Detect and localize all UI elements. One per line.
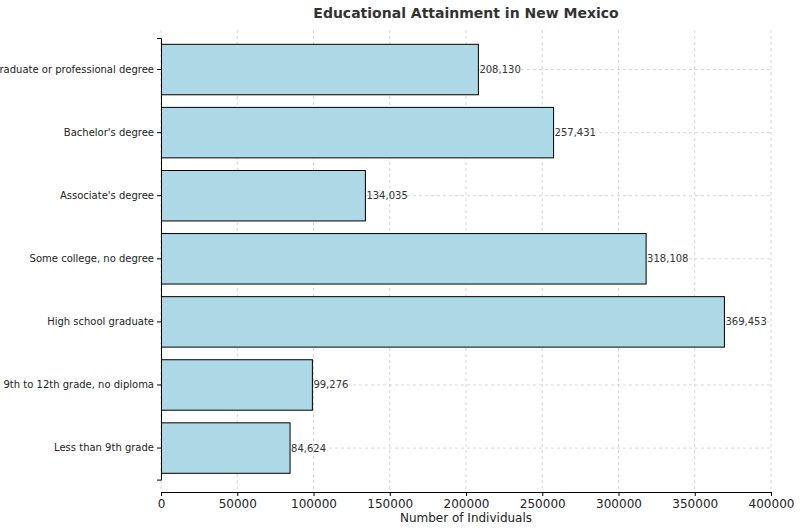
tick: 100000 xyxy=(291,492,337,511)
tick: 200000 xyxy=(444,492,490,511)
bars xyxy=(161,44,724,473)
tick-label: 200000 xyxy=(444,497,490,511)
tick-label: Bachelor's degree xyxy=(64,127,154,138)
tick-mark xyxy=(390,492,391,496)
tick-mark xyxy=(157,384,161,385)
tick-label: Associate's degree xyxy=(60,190,154,201)
tick: High school graduate xyxy=(47,316,161,327)
tick: 350000 xyxy=(672,492,718,511)
data-label: 369,453 xyxy=(725,316,766,327)
tick: 150000 xyxy=(367,492,413,511)
data-label: 257,431 xyxy=(555,127,596,138)
axis-line xyxy=(157,39,162,481)
tick-mark xyxy=(237,492,238,496)
tick: 250000 xyxy=(520,492,566,511)
bar xyxy=(161,423,290,473)
tick: Less than 9th grade xyxy=(54,442,161,453)
axis-line xyxy=(162,493,772,497)
tick-label: 350000 xyxy=(672,497,718,511)
tick-mark xyxy=(466,492,467,496)
tick-mark xyxy=(157,321,161,322)
tick-mark xyxy=(619,492,620,496)
grid xyxy=(161,30,771,492)
tick-label: 250000 xyxy=(520,497,566,511)
tick-mark xyxy=(771,492,772,496)
tick-mark xyxy=(157,195,161,196)
x-axis-title: Number of Individuals xyxy=(400,511,532,525)
grid-line xyxy=(694,30,695,492)
data-label: 208,130 xyxy=(479,64,520,75)
tick-mark xyxy=(161,492,162,496)
tick: 0 xyxy=(158,492,166,511)
tick-label: Some college, no degree xyxy=(30,253,154,264)
tick-label: 0 xyxy=(158,497,166,511)
tick: 400000 xyxy=(749,492,795,511)
chart: 208,130 257,431 134,035 318,108 369,453 99,27… xyxy=(0,0,800,531)
bar xyxy=(161,297,724,347)
tick-label: High school graduate xyxy=(47,316,154,327)
tick-mark xyxy=(314,492,315,496)
tick-mark xyxy=(695,492,696,496)
data-labels: 208,130 257,431 134,035 318,108 369,453 99,27… xyxy=(291,64,767,454)
y-axis: Graduate or professional degree Bachelor'… xyxy=(0,39,162,481)
tick: 50000 xyxy=(219,492,257,511)
tick-mark xyxy=(157,69,161,70)
bar xyxy=(161,44,478,94)
title: Educational Attainment in New Mexico xyxy=(313,5,619,21)
bar xyxy=(161,234,646,284)
tick: Some college, no degree xyxy=(30,253,161,264)
tick: Associate's degree xyxy=(60,190,161,201)
tick-label: 150000 xyxy=(367,497,413,511)
tick-label: 50000 xyxy=(219,497,257,511)
tick: 300000 xyxy=(596,492,642,511)
tick-mark xyxy=(542,492,543,496)
tick-mark xyxy=(157,258,161,259)
tick-label: 400000 xyxy=(749,497,795,511)
data-label: 134,035 xyxy=(366,190,407,201)
data-label: 318,108 xyxy=(647,253,688,264)
tick-label: 9th to 12th grade, no diploma xyxy=(4,379,155,390)
tick: 9th to 12th grade, no diploma xyxy=(4,379,162,390)
data-label: 84,624 xyxy=(291,443,326,454)
x-axis: 0 50000 100000 150000 200000 250000 300000 3500… xyxy=(158,492,795,511)
grid-line xyxy=(771,30,772,492)
bar xyxy=(161,360,312,410)
tick-mark xyxy=(157,132,161,133)
tick-mark xyxy=(157,448,161,449)
tick: Graduate or professional degree xyxy=(0,64,161,75)
tick-label: Less than 9th grade xyxy=(54,442,154,453)
tick-label: 100000 xyxy=(291,497,337,511)
tick-label: 300000 xyxy=(596,497,642,511)
data-label: 99,276 xyxy=(313,379,348,390)
bar xyxy=(161,170,365,220)
bar xyxy=(161,107,554,157)
tick-label: Graduate or professional degree xyxy=(0,64,154,75)
tick: Bachelor's degree xyxy=(64,127,161,138)
